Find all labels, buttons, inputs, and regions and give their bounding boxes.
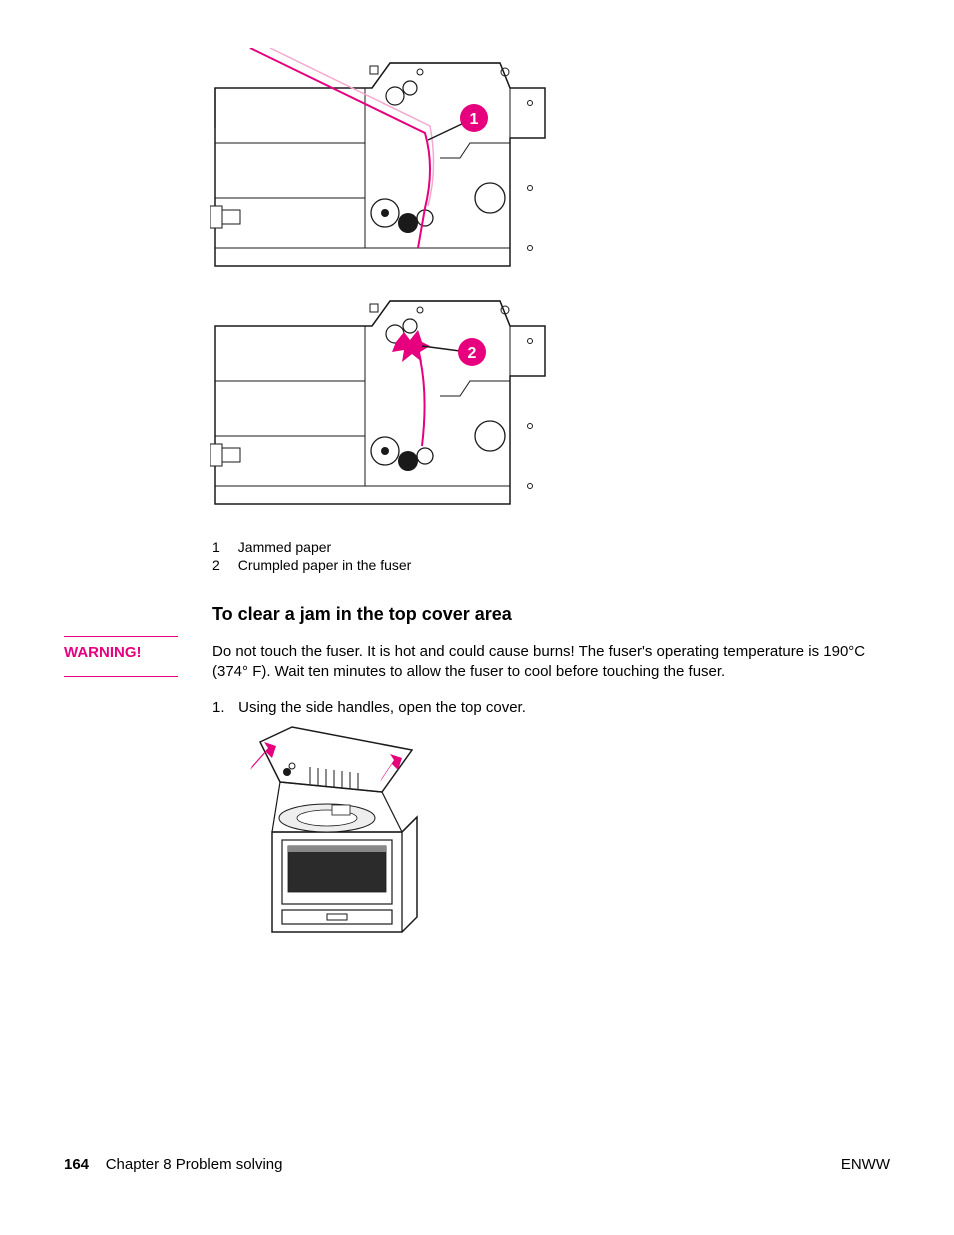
diagram-crumpled-paper: 2 bbox=[210, 296, 550, 521]
step-1: 1. Using the side handles, open the top … bbox=[212, 698, 892, 718]
page-number: 164 bbox=[64, 1156, 89, 1173]
callout-2-label: 2 bbox=[468, 345, 477, 362]
section-heading: To clear a jam in the top cover area bbox=[212, 604, 512, 625]
footer-left: 164 Chapter 8 Problem solving bbox=[64, 1156, 282, 1173]
diagram-open-top-cover bbox=[232, 722, 432, 947]
legend-row: 1 Jammed paper bbox=[212, 538, 411, 556]
legend-text: Crumpled paper in the fuser bbox=[238, 556, 412, 574]
step-num: 1. bbox=[212, 698, 234, 718]
chapter-title: Chapter 8 Problem solving bbox=[106, 1156, 283, 1173]
diagram-legend: 1 Jammed paper 2 Crumpled paper in the f… bbox=[212, 538, 411, 574]
warning-label: WARNING! bbox=[64, 644, 142, 661]
legend-text: Jammed paper bbox=[238, 538, 331, 556]
warning-text: Do not touch the fuser. It is hot and co… bbox=[212, 642, 892, 682]
page-footer: 164 Chapter 8 Problem solving ENWW bbox=[64, 1156, 890, 1173]
legend-num: 1 bbox=[212, 538, 220, 556]
legend-row: 2 Crumpled paper in the fuser bbox=[212, 556, 411, 574]
warning-rule bbox=[64, 636, 178, 637]
diagram-jammed-paper: 1 bbox=[210, 48, 550, 283]
legend-num: 2 bbox=[212, 556, 220, 574]
footer-right: ENWW bbox=[841, 1156, 890, 1173]
callout-1-label: 1 bbox=[470, 111, 479, 128]
step-text: Using the side handles, open the top cov… bbox=[238, 699, 526, 716]
warning-rule bbox=[64, 676, 178, 677]
